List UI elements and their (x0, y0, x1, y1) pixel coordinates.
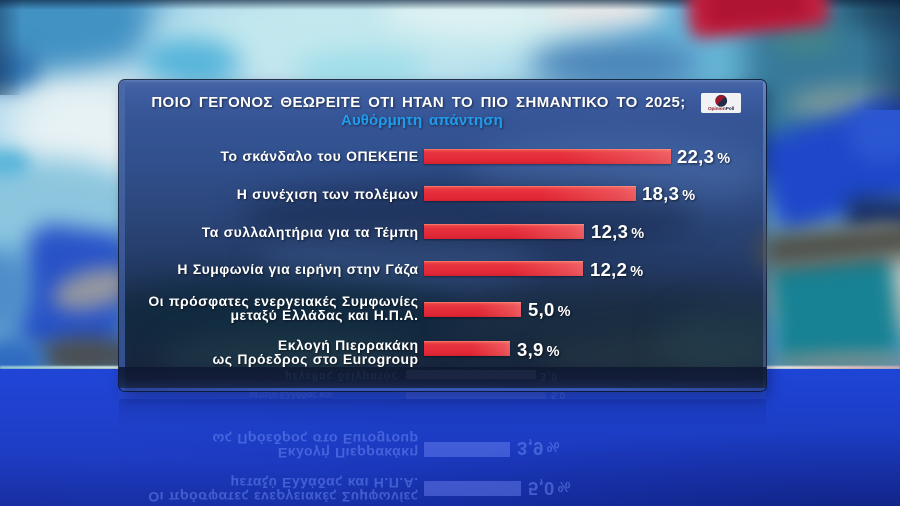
svg-text:OpinionPoll: OpinionPoll (708, 106, 735, 112)
